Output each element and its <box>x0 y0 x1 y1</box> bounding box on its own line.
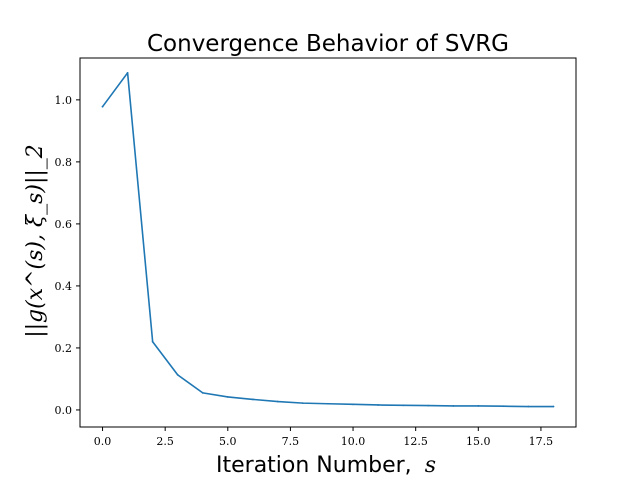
series-layer <box>101 71 555 408</box>
data-point <box>251 398 254 401</box>
data-point <box>101 105 104 108</box>
data-point <box>452 405 455 407</box>
y-axis-ticks: 0.0 0.2 0.4 0.6 0.8 1.0 <box>55 94 80 417</box>
x-tick-label: 7.5 <box>282 435 300 448</box>
data-point <box>352 403 354 406</box>
data-point <box>226 396 229 398</box>
data-point <box>176 374 179 376</box>
chart-title: Convergence Behavior of SVRG <box>147 31 509 57</box>
x-tick-label: 0.0 <box>94 435 112 448</box>
data-point <box>327 402 329 405</box>
data-point <box>552 405 555 408</box>
x-axis-label-math: s <box>425 453 436 478</box>
y-tick-label: 1.0 <box>55 94 73 107</box>
x-axis-label: Iteration Number, s <box>216 453 436 478</box>
data-point <box>201 391 204 394</box>
x-tick-label: 2.5 <box>156 435 174 448</box>
data-point <box>402 404 405 407</box>
y-tick-label: 0.4 <box>55 280 73 293</box>
data-point <box>477 405 480 407</box>
x-axis-label-text: Iteration Number, <box>216 453 412 478</box>
data-point <box>126 71 129 74</box>
data-point <box>502 405 505 408</box>
plot-frame <box>79 57 577 428</box>
y-tick-label: 0.0 <box>55 404 73 417</box>
x-tick-label: 15.0 <box>466 435 491 448</box>
data-point <box>151 340 154 343</box>
plot-area <box>80 58 576 427</box>
data-point <box>302 402 304 405</box>
data-point <box>527 405 530 408</box>
data-point <box>427 404 430 407</box>
data-point <box>276 400 279 403</box>
y-axis-label: ||g(x^(s), ξ_s)||_2 <box>23 144 48 338</box>
y-tick-label: 0.8 <box>55 156 73 169</box>
x-axis-ticks: 0.0 2.5 5.0 7.5 10.0 12.5 15.0 17.5 <box>94 427 553 448</box>
x-tick-label: 17.5 <box>529 435 554 448</box>
y-tick-label: 0.6 <box>55 218 73 231</box>
x-tick-label: 12.5 <box>403 435 428 448</box>
x-tick-label: 5.0 <box>219 435 237 448</box>
data-point <box>377 404 380 406</box>
x-tick-label: 10.0 <box>341 435 366 448</box>
y-tick-label: 0.2 <box>55 342 73 355</box>
